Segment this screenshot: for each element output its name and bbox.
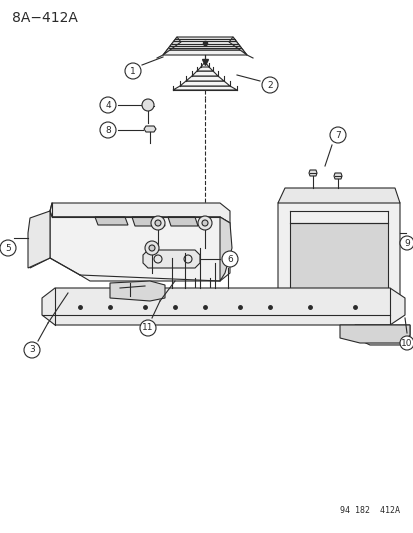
Circle shape bbox=[151, 216, 165, 230]
Circle shape bbox=[142, 99, 154, 111]
Polygon shape bbox=[339, 325, 409, 343]
Polygon shape bbox=[166, 37, 242, 50]
Polygon shape bbox=[219, 217, 231, 281]
Text: 8: 8 bbox=[105, 125, 111, 134]
Circle shape bbox=[197, 216, 211, 230]
Text: 7: 7 bbox=[334, 131, 340, 140]
Polygon shape bbox=[228, 37, 247, 55]
Circle shape bbox=[24, 342, 40, 358]
Circle shape bbox=[145, 241, 159, 255]
Polygon shape bbox=[192, 71, 218, 76]
Polygon shape bbox=[144, 126, 156, 132]
Polygon shape bbox=[50, 203, 230, 223]
Polygon shape bbox=[132, 217, 165, 226]
Circle shape bbox=[202, 220, 207, 226]
Text: 11: 11 bbox=[142, 324, 153, 333]
Text: 3: 3 bbox=[29, 345, 35, 354]
Polygon shape bbox=[185, 76, 223, 81]
Polygon shape bbox=[110, 281, 165, 301]
Text: 8A−412A: 8A−412A bbox=[12, 11, 78, 25]
Circle shape bbox=[261, 77, 277, 93]
Polygon shape bbox=[308, 170, 316, 176]
Text: 9: 9 bbox=[403, 238, 409, 247]
Circle shape bbox=[399, 236, 413, 250]
Polygon shape bbox=[289, 223, 387, 293]
Polygon shape bbox=[163, 37, 180, 55]
Polygon shape bbox=[28, 211, 50, 268]
Polygon shape bbox=[42, 288, 404, 325]
Circle shape bbox=[100, 122, 116, 138]
Circle shape bbox=[125, 63, 141, 79]
Polygon shape bbox=[50, 211, 230, 281]
Text: 6: 6 bbox=[227, 254, 232, 263]
Polygon shape bbox=[168, 217, 197, 226]
Polygon shape bbox=[277, 195, 399, 311]
Circle shape bbox=[140, 320, 156, 336]
Polygon shape bbox=[277, 188, 399, 203]
Polygon shape bbox=[163, 50, 247, 55]
Text: 4: 4 bbox=[105, 101, 111, 109]
Polygon shape bbox=[180, 81, 230, 86]
Polygon shape bbox=[277, 303, 399, 323]
Circle shape bbox=[329, 127, 345, 143]
Circle shape bbox=[221, 251, 237, 267]
Polygon shape bbox=[197, 67, 212, 71]
Text: 94 182  412A: 94 182 412A bbox=[339, 506, 399, 515]
Polygon shape bbox=[354, 325, 409, 345]
Circle shape bbox=[149, 245, 154, 251]
Circle shape bbox=[0, 240, 16, 256]
Text: 1: 1 bbox=[130, 67, 135, 76]
Polygon shape bbox=[30, 211, 50, 268]
Circle shape bbox=[100, 97, 116, 113]
Text: 2: 2 bbox=[266, 80, 272, 90]
Text: 10: 10 bbox=[400, 338, 412, 348]
Circle shape bbox=[399, 336, 413, 350]
Polygon shape bbox=[142, 250, 199, 268]
Circle shape bbox=[154, 220, 161, 226]
Polygon shape bbox=[333, 173, 341, 179]
Polygon shape bbox=[95, 217, 128, 225]
Text: 5: 5 bbox=[5, 244, 11, 253]
Polygon shape bbox=[173, 86, 236, 90]
